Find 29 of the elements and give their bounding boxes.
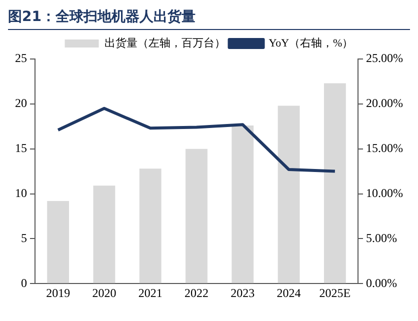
y-tick-label: 0 — [21, 276, 27, 290]
x-tick-label: 2021 — [138, 286, 162, 300]
legend-label: YoY（右轴，%） — [268, 36, 354, 50]
bar — [186, 148, 208, 284]
y-tick-label: 5 — [21, 230, 27, 245]
x-tick-label: 2022 — [184, 286, 208, 300]
x-tick-label: 2023 — [230, 286, 255, 300]
y-tick-label: 15 — [15, 140, 27, 155]
x-tick-label: 2019 — [46, 286, 70, 300]
y2-tick-label: 5.00% — [366, 230, 398, 245]
y2-tick-label: 15.00% — [366, 140, 404, 155]
x-tick-label: 2020 — [92, 286, 116, 300]
y2-tick-label: 0.00% — [366, 276, 398, 290]
y2-tick-label: 10.00% — [366, 186, 404, 200]
x-tick-label: 2024 — [276, 286, 301, 300]
y2-tick-label: 25.00% — [366, 51, 404, 66]
x-tick-label: 2025E — [319, 286, 351, 300]
legend-label: 出货量（左轴，百万台） — [104, 36, 226, 50]
bar — [232, 125, 254, 284]
chart-title: 图21：全球扫地机器人出货量 — [8, 8, 410, 30]
y2-tick-label: 20.00% — [366, 96, 404, 110]
bar — [139, 168, 162, 284]
bar — [278, 106, 300, 284]
y-tick-label: 25 — [15, 51, 27, 66]
y-tick-label: 10 — [15, 186, 27, 200]
bar — [47, 200, 70, 284]
bar — [324, 83, 346, 284]
y-tick-label: 20 — [15, 96, 27, 110]
bar — [93, 186, 116, 284]
